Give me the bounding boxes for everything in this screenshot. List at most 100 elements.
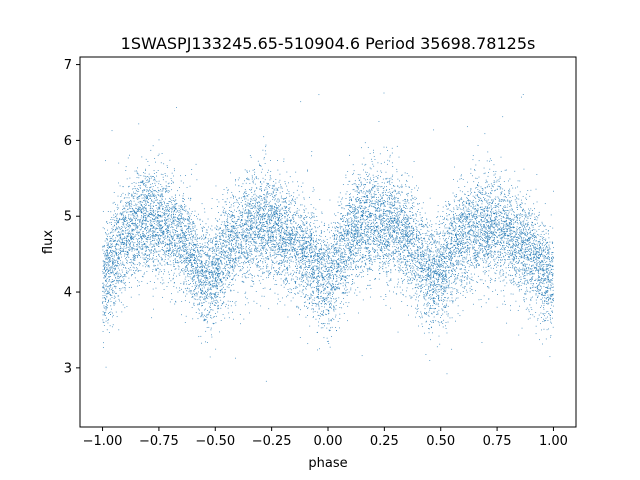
data-point <box>311 251 313 253</box>
data-point <box>505 228 507 230</box>
data-point <box>293 243 294 245</box>
data-point <box>390 206 392 208</box>
data-point <box>498 257 499 258</box>
data-point <box>440 251 442 253</box>
data-point <box>178 215 180 216</box>
data-point <box>218 264 220 266</box>
data-point <box>466 197 468 199</box>
data-point <box>475 264 477 265</box>
data-point <box>450 248 452 250</box>
data-point <box>447 256 449 257</box>
data-point <box>500 223 502 224</box>
data-point <box>223 236 224 238</box>
data-point <box>181 237 183 239</box>
data-point <box>278 218 279 220</box>
data-point <box>237 257 239 259</box>
data-point <box>170 227 172 228</box>
data-point <box>294 244 296 246</box>
data-point <box>227 252 229 253</box>
data-point <box>139 240 140 242</box>
data-point <box>233 239 235 240</box>
data-point <box>411 233 413 234</box>
data-point <box>122 304 124 306</box>
data-point <box>523 237 525 238</box>
data-point <box>488 225 489 227</box>
data-point <box>280 225 281 227</box>
data-point <box>247 229 249 231</box>
data-point <box>354 190 356 192</box>
data-point <box>181 269 182 271</box>
data-point <box>537 233 538 235</box>
data-point <box>456 232 457 234</box>
data-point <box>479 252 481 254</box>
data-point <box>142 231 144 233</box>
data-point <box>414 250 416 252</box>
data-point <box>348 275 350 277</box>
data-point <box>142 254 144 256</box>
data-point <box>491 221 493 223</box>
data-point <box>146 237 148 239</box>
data-point <box>341 213 342 214</box>
data-point <box>200 249 201 251</box>
data-point <box>507 242 509 243</box>
data-point <box>532 285 534 287</box>
data-point <box>369 205 371 206</box>
data-point <box>419 280 420 282</box>
data-point <box>166 209 168 210</box>
data-point <box>174 206 176 208</box>
data-point <box>536 265 538 266</box>
data-point <box>324 222 325 224</box>
data-point <box>125 170 127 171</box>
data-point <box>449 287 451 289</box>
data-point <box>525 243 527 245</box>
data-point <box>201 287 203 289</box>
data-point <box>166 191 168 192</box>
data-point <box>246 272 247 274</box>
data-point <box>425 271 427 273</box>
data-point <box>129 224 130 226</box>
data-point <box>487 237 489 239</box>
data-point <box>149 259 150 260</box>
data-point <box>368 173 370 175</box>
data-point <box>277 201 279 203</box>
data-point <box>520 221 522 223</box>
data-point <box>339 247 341 249</box>
data-point <box>465 201 467 203</box>
data-point <box>338 258 340 259</box>
data-point <box>511 220 512 222</box>
data-point <box>164 254 166 256</box>
data-point <box>153 240 155 241</box>
data-point <box>526 244 528 245</box>
data-point <box>323 292 325 294</box>
data-point <box>509 279 511 281</box>
data-point <box>255 263 257 265</box>
data-point <box>152 288 154 290</box>
data-point <box>211 262 213 264</box>
data-point <box>303 218 304 220</box>
data-point <box>353 260 355 262</box>
data-point <box>467 222 469 224</box>
data-point <box>495 171 497 172</box>
data-point <box>532 224 534 226</box>
data-point <box>243 255 245 257</box>
data-point <box>447 267 449 268</box>
data-point <box>263 244 265 246</box>
data-point <box>317 349 318 351</box>
data-point <box>296 227 298 228</box>
data-point <box>152 209 154 211</box>
data-point <box>305 287 307 289</box>
data-point <box>119 227 121 229</box>
data-point <box>428 268 430 270</box>
data-point <box>238 210 240 212</box>
data-point <box>398 211 400 212</box>
data-point <box>115 261 116 263</box>
data-point <box>370 268 372 270</box>
data-point <box>336 247 338 249</box>
data-point <box>117 240 118 242</box>
data-point <box>102 246 104 248</box>
data-point <box>467 210 468 212</box>
data-point <box>445 303 447 305</box>
data-point <box>525 283 527 285</box>
data-point <box>437 264 439 266</box>
data-point <box>461 281 463 283</box>
